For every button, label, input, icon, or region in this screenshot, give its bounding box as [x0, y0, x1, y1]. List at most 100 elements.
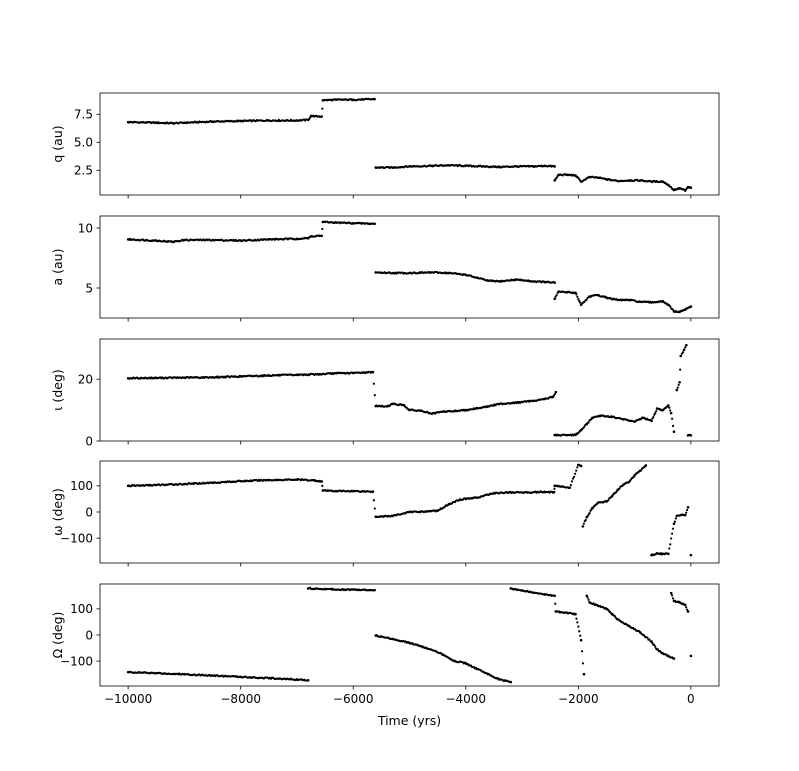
panel-Omega-point — [586, 596, 589, 599]
panel-Omega-frame — [99, 583, 720, 687]
panel-Omega-point — [373, 588, 376, 592]
panel-a-point — [577, 298, 580, 301]
panel-i-point — [681, 351, 685, 354]
panel-i-point — [676, 386, 679, 389]
panel-omega-point — [586, 515, 589, 518]
panel-omega-point — [669, 543, 672, 546]
panel-omega-point — [582, 522, 585, 525]
panel-omega-point — [670, 537, 673, 540]
panel-i-point — [679, 354, 683, 358]
panel-Omega-point — [672, 657, 676, 660]
panel-Omega-point — [656, 648, 660, 651]
panel-a-point — [575, 293, 578, 296]
panel-Omega-point — [578, 630, 581, 633]
panel-omega-point — [569, 483, 573, 487]
xtick-label: −8000 — [220, 692, 261, 706]
panel-Omega-point — [683, 603, 687, 607]
xtick-label: −10000 — [104, 692, 152, 706]
panel-Omega-point — [654, 645, 657, 648]
panel-a-point — [553, 281, 556, 284]
panel-i-point — [582, 426, 586, 429]
panel-omega-point — [372, 499, 375, 502]
panel-a-point — [373, 222, 376, 226]
panel-i-point — [372, 382, 375, 385]
panel-Omega-point — [653, 643, 656, 647]
panel-a-point — [320, 234, 324, 238]
panel-Omega-point — [669, 591, 673, 595]
panel-omega-point — [584, 518, 587, 522]
panel-q-ytick-label: 7.5 — [74, 108, 93, 122]
panel-i-point — [373, 393, 376, 397]
panel-i-point — [672, 430, 676, 434]
panel-Omega-point — [581, 662, 585, 665]
panel-omega-point — [644, 464, 648, 467]
panel-a-frame — [99, 215, 720, 319]
panel-Omega-point — [577, 625, 580, 628]
panel-Omega-point — [643, 634, 646, 637]
panel-Omega-point — [587, 598, 590, 601]
panel-omega-point — [685, 511, 688, 514]
panel-i-point — [680, 352, 683, 355]
panel-i-frame — [99, 338, 720, 442]
panel-Omega-point — [579, 634, 582, 637]
panel-omega-point — [683, 513, 687, 517]
panel-Omega-ytick-label: −100 — [60, 654, 93, 668]
panel-i-ytick-label: 0 — [85, 434, 93, 448]
panel-i-point — [371, 370, 375, 374]
panel-omega-point — [689, 553, 693, 557]
panel-q-point — [670, 186, 673, 189]
panel-Omega-point — [554, 602, 557, 605]
panel-Omega-point — [306, 678, 310, 682]
panel-omega-point — [672, 522, 676, 526]
panel-Omega-point — [671, 594, 674, 597]
panel-omega-ylabel: ω (deg) — [50, 488, 65, 536]
panel-omega-point — [571, 477, 575, 480]
panel-omega-point — [671, 527, 675, 530]
panel-i-point — [689, 434, 693, 437]
panel-omega-point — [592, 506, 595, 509]
panel-omega-ytick-label: −100 — [60, 531, 93, 545]
panel-omega-point — [373, 507, 376, 510]
panel-i-point — [677, 383, 680, 386]
panel-Omega-point — [648, 638, 651, 641]
panel-i-point — [679, 368, 682, 371]
panel-a-point — [669, 305, 672, 308]
panel-omega-point — [671, 532, 674, 535]
panel-omega-point — [553, 487, 556, 490]
panel-Omega-point — [592, 602, 595, 605]
panel-Omega-point — [509, 680, 513, 684]
panel-a-point — [579, 301, 582, 304]
panel-i-point — [668, 406, 671, 409]
panel-q-point — [321, 107, 324, 110]
panel-i-point — [639, 418, 643, 421]
panel-q-ylabel: q (au) — [50, 125, 65, 162]
panel-q-frame — [99, 92, 720, 196]
panel-i-point — [669, 411, 673, 415]
panel-i-point — [684, 346, 687, 349]
panel-omega-point — [321, 484, 324, 487]
panel-omega-ytick-label: 0 — [85, 505, 93, 519]
panel-Omega-point — [582, 672, 586, 676]
xtick-label: −2000 — [558, 692, 599, 706]
panel-a-ytick-label: 10 — [78, 221, 93, 235]
panel-i-point — [667, 404, 670, 407]
panel-omega-point — [581, 525, 585, 528]
panel-i-point — [678, 380, 681, 384]
panel-i-point — [650, 419, 653, 423]
panel-i-point — [587, 421, 590, 424]
panel-omega-point — [574, 472, 577, 475]
xtick-label: −4000 — [445, 692, 486, 706]
panel-omega-point — [579, 464, 583, 468]
panel-Omega-point — [689, 654, 693, 658]
xtick-label: 0 — [687, 692, 695, 706]
panel-Omega-point — [646, 636, 649, 639]
panel-a-ylabel: a (au) — [50, 249, 65, 286]
panel-i-point — [671, 424, 675, 428]
panel-omega-point — [576, 466, 579, 469]
panel-omega-point — [668, 547, 671, 550]
panel-Omega-point — [585, 594, 589, 598]
panel-omega-point — [667, 552, 670, 556]
panel-omega-point — [686, 505, 690, 509]
panel-Omega-point — [685, 606, 688, 609]
panel-omega-point — [570, 480, 574, 483]
